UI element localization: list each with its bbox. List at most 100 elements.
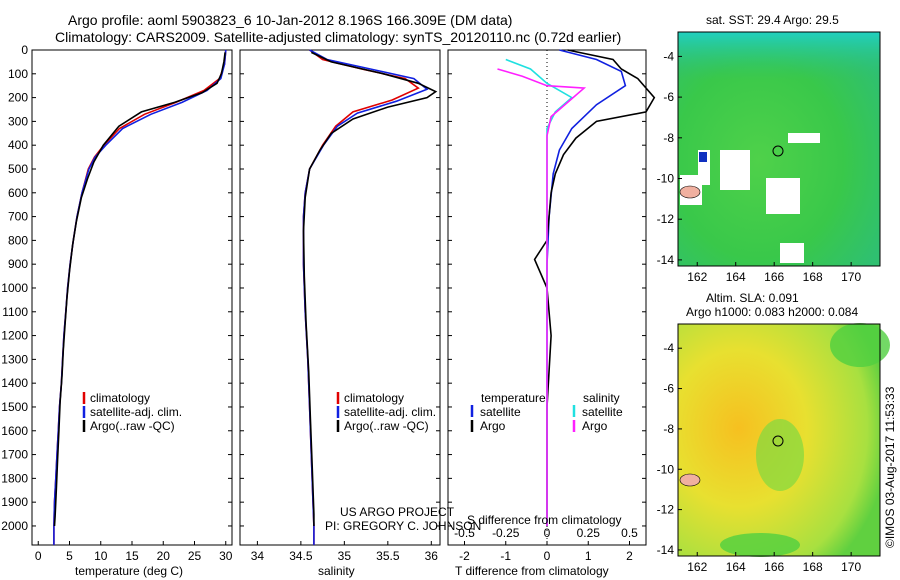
map-x-tick-label: 162 [687, 560, 707, 574]
legend-salinity-head: salinity [583, 391, 620, 405]
map-y-tick-label: -12 [657, 503, 675, 517]
x-tick-label: 30 [219, 549, 233, 563]
x-tick-label: 0 [35, 549, 42, 563]
x-tick-label: 15 [125, 549, 139, 563]
temperature-chart: 0100200300400500600700800900100011001200… [1, 43, 232, 563]
sla-map [677, 323, 890, 557]
x-tick-label: 0 [544, 549, 551, 563]
map-y-tick-label: -12 [657, 212, 675, 226]
map-x-tick-label: 166 [764, 560, 784, 574]
series-line [302, 49, 429, 545]
salinity-legend: climatology satellite-adj. clim. Argo(..… [336, 391, 436, 433]
x-tick-top-label: 0 [544, 526, 551, 540]
sst-map [677, 31, 881, 267]
x-tick-top-label: 0.25 [577, 526, 601, 540]
map-y-tick-label: -14 [657, 543, 675, 557]
sst-cloud-mask [720, 150, 750, 190]
salinity-chart: 34 34.5 35 35.5 36 [240, 49, 440, 563]
series-line [53, 52, 226, 527]
y-tick-label: 1100 [2, 305, 28, 319]
x-tick-label: 35.5 [376, 549, 400, 563]
y-tick-label: 400 [8, 138, 28, 152]
y-tick-label: 0 [21, 43, 28, 57]
temperature-axis-label: temperature (deg C) [75, 564, 183, 578]
sst-map-axes: 162 164 166 168 170 -4 -6 -8 -10 -12 -14 [657, 49, 862, 284]
y-tick-label: 1500 [1, 400, 28, 414]
map-y-tick-label: -4 [663, 49, 674, 63]
y-tick-label: 900 [8, 257, 28, 271]
map-y-tick-label: -8 [663, 422, 674, 436]
s-diff-axis-label: S difference from climatology [467, 513, 622, 527]
sst-cloud-mask [780, 243, 804, 263]
x-tick-label: 2 [626, 549, 633, 563]
x-tick-top-label: -0.25 [492, 526, 520, 540]
legend-argo: Argo(..raw -QC) [344, 419, 429, 433]
x-tick-label: -2 [459, 549, 470, 563]
map-y-tick-label: -4 [663, 341, 674, 355]
island-shape [679, 185, 701, 199]
y-tick-label: 1000 [1, 281, 28, 295]
legend-s-argo: Argo [582, 419, 608, 433]
credit-line1: US ARGO PROJECT [340, 505, 455, 519]
difference-chart: -2 -1 0 1 2 -0.5 -0.25 0 0.25 0.5 [448, 49, 656, 563]
legend-satellite: satellite-adj. clim. [90, 405, 182, 419]
y-tick-label: 1200 [1, 329, 28, 343]
map-x-tick-label: 164 [726, 560, 746, 574]
legend-s-satellite: satellite [582, 405, 623, 419]
x-tick-label: 10 [94, 549, 108, 563]
x-tick-label: 20 [157, 549, 171, 563]
sla-green-patch [720, 533, 800, 557]
legend-satellite: satellite-adj. clim. [344, 405, 436, 419]
x-tick-label: 34.5 [289, 549, 313, 563]
y-tick-label: 1700 [1, 448, 28, 462]
series-line [505, 58, 574, 526]
x-tick-top-label: 0.5 [621, 526, 638, 540]
island-shape [679, 473, 701, 487]
x-tick-label: 36 [425, 549, 439, 563]
sla-map-title2: Argo h1000: 0.083 h2000: 0.084 [686, 305, 858, 319]
sst-cloud-mask [766, 178, 800, 214]
difference-legend: temperature salinity satellite Argo sate… [470, 391, 623, 433]
y-tick-label: 1800 [1, 471, 28, 485]
legend-climatology: climatology [90, 391, 150, 405]
y-tick-label: 1600 [1, 424, 28, 438]
sst-map-frame [677, 31, 881, 267]
sla-map-frame [677, 323, 881, 557]
y-tick-label: 600 [8, 186, 28, 200]
map-y-tick-label: -6 [663, 382, 674, 396]
map-y-tick-label: -8 [663, 131, 674, 145]
y-tick-label: 2000 [1, 519, 28, 533]
legend-t-satellite: satellite [480, 405, 521, 419]
x-tick-label: 35 [338, 549, 352, 563]
sst-map-title: sat. SST: 29.4 Argo: 29.5 [706, 13, 839, 27]
t-diff-axis-label: T difference from climatology [455, 564, 609, 578]
map-x-tick-label: 168 [803, 270, 823, 284]
map-y-tick-label: -10 [657, 462, 675, 476]
x-tick-label: -1 [500, 549, 511, 563]
series-line [497, 68, 587, 526]
series-line [546, 49, 627, 526]
map-x-tick-label: 162 [687, 270, 707, 284]
map-x-tick-label: 164 [726, 270, 746, 284]
sla-green-patch [830, 323, 890, 367]
map-x-tick-label: 166 [764, 270, 784, 284]
salinity-axis-label: salinity [318, 564, 355, 578]
x-tick-top-label: -0.5 [454, 526, 475, 540]
sla-map-axes: 162 164 166 168 170 -4 -6 -8 -10 -12 -14 [657, 341, 862, 574]
legend-argo: Argo(..raw -QC) [90, 419, 175, 433]
credit-line2: PI: GREGORY C. JOHNSON [325, 519, 481, 533]
map-y-tick-label: -10 [657, 172, 675, 186]
series-line [302, 49, 420, 545]
sst-warm-band [678, 32, 880, 80]
series-line [533, 49, 656, 526]
legend-temperature-head: temperature [481, 391, 546, 405]
map-x-tick-label: 170 [841, 560, 861, 574]
header-line2: Climatology: CARS2009. Satellite-adjuste… [55, 29, 621, 45]
y-tick-label: 700 [8, 210, 28, 224]
y-tick-label: 500 [8, 162, 28, 176]
y-tick-label: 300 [8, 114, 28, 128]
timestamp-stamp: ©IMOS 03-Aug-2017 11:53:33 [883, 386, 897, 548]
y-tick-label: 1400 [1, 376, 28, 390]
temperature-legend: climatology satellite-adj. clim. Argo(..… [82, 391, 182, 433]
sst-cool-patch [699, 152, 707, 162]
